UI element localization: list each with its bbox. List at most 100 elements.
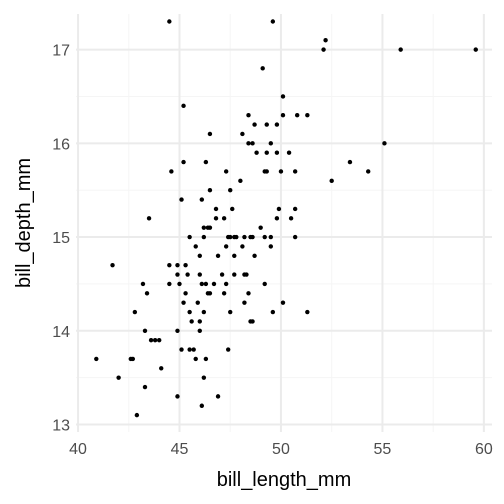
data-point	[246, 113, 251, 118]
data-point	[276, 206, 282, 212]
minor-gridlines	[76, 14, 492, 432]
data-point	[305, 309, 310, 315]
data-point	[203, 356, 209, 362]
data-point	[398, 47, 403, 52]
data-point	[152, 337, 158, 343]
data-point	[230, 206, 235, 212]
data-point	[223, 281, 229, 287]
data-point	[264, 122, 269, 127]
x-tick-label: 45	[171, 441, 189, 458]
data-point	[225, 347, 231, 352]
data-point	[286, 150, 292, 155]
data-point	[197, 272, 202, 277]
x-axis-title: bill_length_mm	[217, 469, 352, 491]
data-point	[167, 262, 172, 268]
data-point	[219, 272, 225, 277]
data-point	[262, 234, 267, 240]
data-point	[187, 309, 192, 315]
data-point	[321, 47, 326, 52]
data-point	[292, 234, 298, 240]
data-point	[181, 103, 186, 109]
data-point	[134, 412, 140, 418]
data-point	[187, 347, 192, 352]
data-point	[195, 300, 200, 305]
data-point	[292, 169, 298, 174]
major-gridlines	[76, 14, 492, 432]
data-point	[268, 141, 274, 146]
data-point	[225, 234, 231, 240]
data-point	[252, 253, 257, 259]
data-point	[211, 281, 217, 287]
data-point	[148, 337, 154, 343]
data-point	[270, 19, 276, 24]
data-point	[179, 347, 184, 352]
data-points	[94, 19, 478, 418]
data-point	[197, 328, 202, 333]
data-point	[232, 272, 237, 277]
data-point	[323, 38, 328, 43]
data-point	[268, 244, 274, 249]
data-point	[175, 262, 180, 268]
data-point	[207, 187, 213, 193]
data-point	[199, 197, 205, 202]
data-point	[260, 66, 265, 71]
data-point	[181, 159, 186, 165]
data-point	[201, 309, 207, 315]
data-point	[128, 356, 133, 362]
y-tick-label: 14	[52, 324, 70, 341]
data-point	[207, 131, 213, 137]
data-point	[262, 169, 267, 174]
data-point	[228, 309, 233, 315]
x-tick-label: 50	[272, 441, 290, 458]
data-point	[175, 328, 180, 333]
data-point	[116, 375, 121, 380]
data-point	[207, 225, 213, 230]
data-point	[244, 272, 249, 277]
data-point	[274, 122, 280, 127]
data-point	[258, 225, 263, 230]
data-point	[142, 328, 148, 333]
data-point	[193, 356, 198, 362]
data-point	[203, 159, 209, 165]
data-point	[213, 216, 219, 221]
data-point	[146, 216, 152, 221]
x-tick-label: 55	[374, 441, 392, 458]
data-point	[144, 291, 150, 296]
data-point	[197, 253, 202, 259]
data-point	[264, 150, 269, 155]
data-point	[159, 366, 164, 371]
data-point	[110, 262, 115, 268]
data-point	[221, 291, 227, 296]
data-point	[254, 150, 259, 155]
data-point	[199, 281, 205, 287]
data-point	[240, 131, 245, 137]
data-point	[169, 169, 174, 174]
data-point	[223, 169, 229, 174]
data-point	[132, 309, 138, 315]
data-point	[215, 253, 221, 259]
data-point	[382, 141, 387, 146]
data-point	[223, 244, 229, 249]
data-point	[183, 291, 188, 296]
data-point	[262, 281, 267, 287]
data-point	[177, 281, 182, 287]
data-point	[250, 141, 255, 146]
data-point	[181, 300, 186, 305]
data-point	[292, 206, 298, 212]
data-point	[473, 47, 478, 52]
data-point	[280, 94, 286, 99]
data-point	[175, 394, 180, 399]
data-point	[157, 337, 162, 343]
data-point	[329, 178, 334, 184]
x-tick-label: 40	[69, 441, 87, 458]
data-point	[221, 216, 227, 221]
x-axis-tick-labels: 40 45 50 55 60	[69, 441, 493, 458]
data-point	[232, 253, 237, 259]
data-point	[191, 347, 196, 352]
data-point	[274, 216, 280, 221]
data-point	[347, 159, 353, 165]
data-point	[288, 216, 294, 221]
data-point	[185, 272, 190, 277]
data-point	[167, 19, 172, 24]
y-tick-label: 16	[52, 136, 70, 153]
